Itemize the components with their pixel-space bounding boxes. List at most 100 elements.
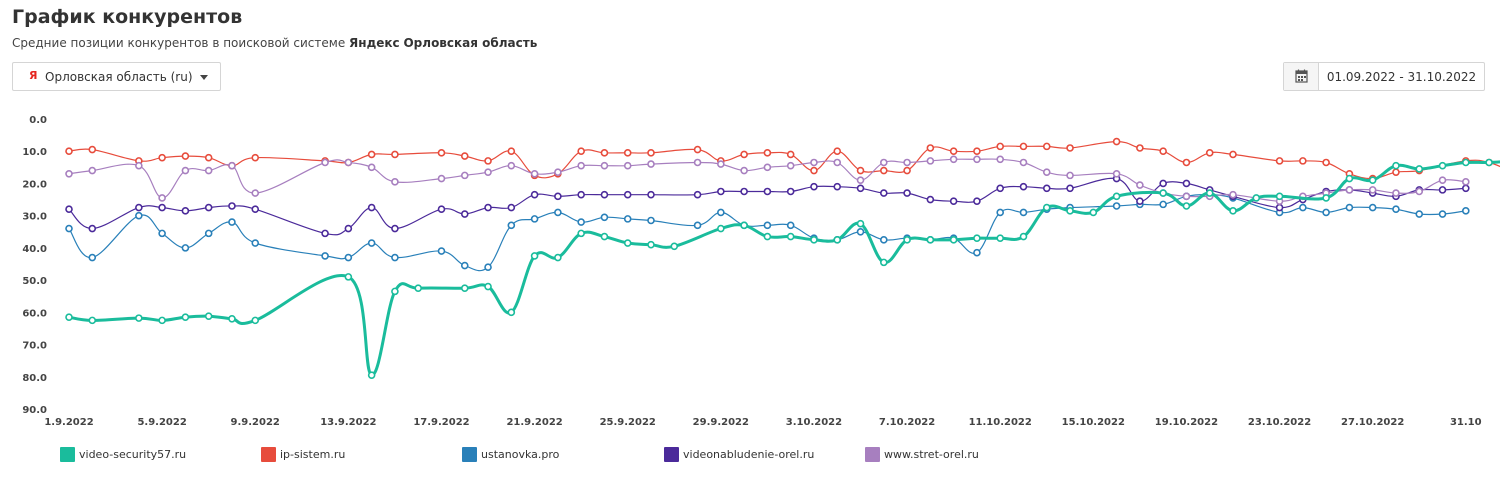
data-point[interactable] (1462, 184, 1470, 193)
data-point[interactable] (65, 224, 73, 233)
data-point[interactable] (204, 166, 213, 175)
data-point[interactable] (786, 232, 795, 241)
data-point[interactable] (926, 236, 935, 244)
data-point[interactable] (88, 224, 97, 233)
data-point[interactable] (1112, 169, 1121, 178)
data-point[interactable] (1112, 202, 1121, 210)
data-point[interactable] (740, 150, 748, 159)
data-point[interactable] (367, 163, 376, 172)
data-point[interactable] (1438, 210, 1447, 218)
data-point[interactable] (204, 203, 213, 212)
data-point[interactable] (204, 312, 213, 320)
data-point[interactable] (1438, 161, 1447, 170)
data-point[interactable] (833, 147, 842, 156)
data-point[interactable] (1229, 150, 1237, 159)
data-point[interactable] (763, 149, 772, 157)
data-point[interactable] (1112, 137, 1121, 146)
data-point[interactable] (973, 197, 981, 205)
data-point[interactable] (1019, 232, 1028, 241)
data-point[interactable] (367, 150, 376, 159)
data-point[interactable] (996, 234, 1005, 243)
data-point[interactable] (530, 252, 539, 260)
data-point[interactable] (577, 218, 585, 226)
data-point[interactable] (623, 239, 632, 247)
data-point[interactable] (1392, 168, 1400, 176)
data-point[interactable] (786, 161, 795, 170)
data-point[interactable] (554, 208, 562, 217)
data-point[interactable] (1019, 208, 1028, 217)
data-point[interactable] (1392, 189, 1400, 197)
data-point[interactable] (670, 242, 679, 251)
data-point[interactable] (717, 208, 725, 217)
data-point[interactable] (135, 203, 143, 212)
data-point[interactable] (717, 224, 725, 233)
data-point[interactable] (996, 184, 1005, 193)
data-point[interactable] (88, 145, 97, 154)
data-point[interactable] (460, 284, 469, 292)
data-point[interactable] (1322, 208, 1330, 217)
data-point[interactable] (135, 161, 143, 170)
data-point[interactable] (484, 157, 492, 165)
data-point[interactable] (135, 314, 143, 322)
data-point[interactable] (1252, 194, 1261, 202)
data-point[interactable] (856, 176, 865, 185)
region-select[interactable]: Я Орловская область (ru) (12, 62, 221, 91)
data-point[interactable] (367, 371, 376, 379)
data-point[interactable] (810, 158, 818, 167)
data-point[interactable] (228, 161, 236, 170)
data-point[interactable] (810, 182, 818, 191)
data-point[interactable] (391, 287, 399, 296)
data-point[interactable] (1299, 203, 1307, 212)
data-point[interactable] (204, 153, 213, 162)
data-point[interactable] (367, 239, 376, 247)
data-point[interactable] (926, 195, 935, 204)
data-point[interactable] (1322, 194, 1330, 202)
data-point[interactable] (391, 178, 399, 186)
data-point[interactable] (367, 203, 376, 212)
data-point[interactable] (228, 202, 236, 210)
data-point[interactable] (1136, 144, 1144, 152)
data-point[interactable] (554, 192, 562, 201)
data-point[interactable] (437, 149, 446, 157)
data-point[interactable] (1042, 142, 1051, 151)
data-point[interactable] (1112, 192, 1121, 201)
data-point[interactable] (600, 213, 609, 222)
date-range-picker[interactable]: 01.09.2022 - 31.10.2022 (1283, 62, 1485, 91)
data-point[interactable] (763, 163, 772, 172)
data-point[interactable] (600, 149, 609, 157)
data-point[interactable] (1275, 157, 1284, 165)
data-point[interactable] (600, 232, 609, 241)
data-point[interactable] (1415, 210, 1424, 218)
data-point[interactable] (996, 155, 1005, 164)
data-point[interactable] (135, 211, 143, 220)
data-point[interactable] (344, 224, 353, 233)
data-point[interactable] (1392, 161, 1400, 170)
data-point[interactable] (810, 166, 818, 175)
data-point[interactable] (949, 197, 958, 205)
data-point[interactable] (158, 229, 166, 238)
data-point[interactable] (507, 203, 516, 212)
data-point[interactable] (647, 149, 655, 157)
data-point[interactable] (903, 166, 911, 175)
data-point[interactable] (973, 147, 981, 156)
data-point[interactable] (1229, 190, 1237, 199)
data-point[interactable] (1205, 149, 1214, 157)
data-point[interactable] (810, 236, 818, 244)
data-point[interactable] (903, 189, 911, 197)
calendar-icon[interactable] (1284, 63, 1319, 90)
data-point[interactable] (1182, 179, 1191, 188)
data-point[interactable] (65, 147, 73, 156)
data-point[interactable] (903, 158, 911, 167)
data-point[interactable] (530, 215, 539, 223)
data-point[interactable] (623, 190, 632, 199)
data-point[interactable] (879, 158, 888, 167)
data-point[interactable] (321, 229, 329, 238)
data-point[interactable] (1368, 176, 1377, 185)
data-point[interactable] (65, 205, 73, 214)
data-point[interactable] (344, 273, 353, 281)
data-point[interactable] (1345, 174, 1354, 183)
data-point[interactable] (833, 158, 842, 167)
data-point[interactable] (577, 229, 585, 238)
data-point[interactable] (973, 155, 981, 164)
data-point[interactable] (158, 194, 166, 202)
